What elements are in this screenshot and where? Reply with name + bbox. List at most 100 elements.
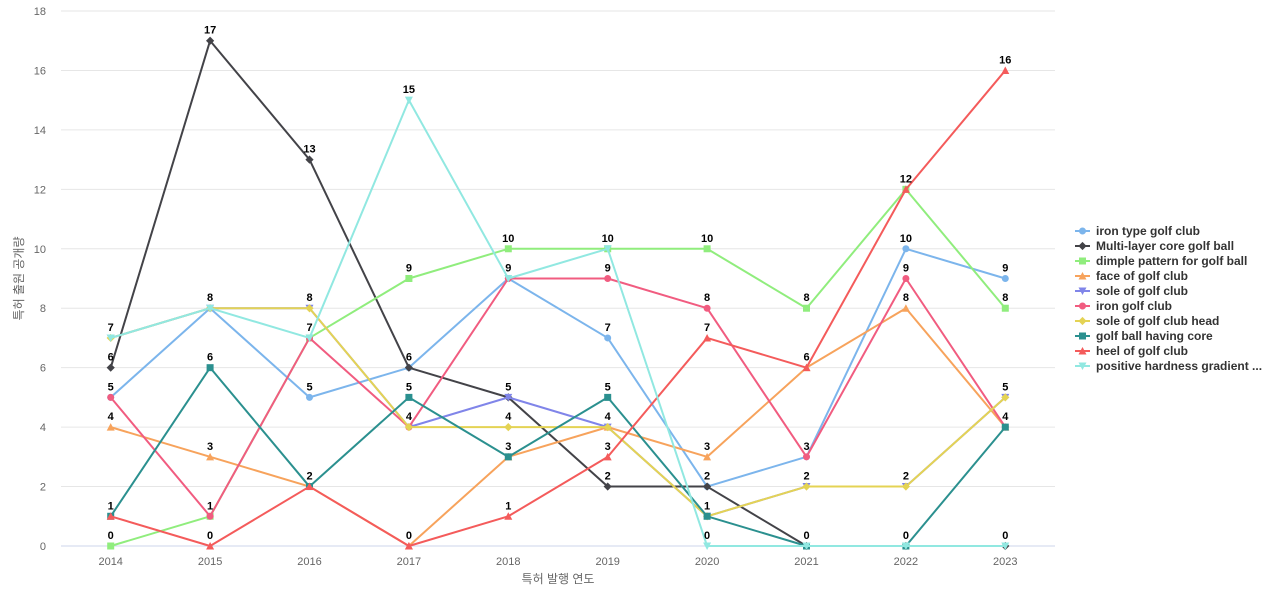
legend-item[interactable]: sole of golf club head — [1075, 314, 1219, 328]
data-point — [803, 304, 810, 312]
data-label: 7 — [108, 322, 114, 334]
legend-label: golf ball having core — [1096, 329, 1213, 343]
legend-marker — [1079, 227, 1086, 235]
legend-item[interactable]: face of golf club — [1075, 269, 1188, 283]
data-label: 6 — [108, 352, 114, 364]
data-label: 5 — [108, 381, 114, 393]
data-point — [1001, 66, 1010, 74]
data-label: 1 — [207, 500, 213, 512]
data-label: 8 — [803, 292, 809, 304]
data-label: 8 — [1002, 292, 1008, 304]
data-label: 8 — [207, 292, 213, 304]
data-point — [1001, 423, 1009, 431]
legend-label: iron type golf club — [1096, 224, 1200, 238]
legend-item[interactable]: iron type golf club — [1075, 224, 1200, 238]
data-label: 5 — [505, 381, 511, 393]
data-point — [106, 512, 115, 520]
data-point — [404, 363, 413, 372]
data-label: 6 — [207, 352, 213, 364]
data-point — [306, 393, 313, 401]
data-label: 17 — [204, 25, 216, 37]
legend-item[interactable]: iron golf club — [1075, 299, 1172, 313]
data-point — [504, 393, 513, 402]
data-label: 3 — [207, 441, 213, 453]
data-label: 0 — [207, 530, 213, 542]
x-tick-label: 2020 — [695, 556, 719, 568]
data-point — [901, 185, 910, 193]
series-9 — [106, 96, 1010, 550]
data-label: 4 — [1002, 411, 1009, 423]
x-tick-label: 2018 — [496, 556, 520, 568]
data-point — [404, 542, 413, 550]
data-label: 9 — [605, 263, 611, 275]
data-point — [1001, 275, 1009, 282]
data-label: 0 — [406, 530, 412, 542]
legend-item[interactable]: golf ball having core — [1075, 329, 1213, 343]
data-point — [703, 333, 712, 342]
legend-item[interactable]: sole of golf club — [1075, 284, 1188, 298]
data-point — [703, 304, 711, 312]
data-point — [803, 453, 810, 461]
y-tick-label: 14 — [34, 125, 46, 137]
data-point — [1001, 393, 1010, 402]
legend-marker — [1078, 272, 1087, 280]
data-point — [603, 245, 612, 253]
data-label: 9 — [505, 263, 511, 275]
x-tick-label: 2014 — [98, 556, 122, 568]
data-label: 8 — [903, 292, 909, 304]
data-label: 1 — [108, 500, 114, 512]
x-tick-label: 2019 — [595, 556, 619, 568]
x-tick-label: 2022 — [894, 556, 918, 568]
data-label: 10 — [502, 233, 514, 245]
data-label: 0 — [903, 530, 909, 542]
data-point — [206, 542, 215, 550]
data-point — [107, 393, 115, 401]
data-label: 16 — [999, 54, 1011, 66]
y-tick-label: 6 — [40, 363, 46, 375]
data-labels: 7654101786310138752159654010954311097543… — [108, 25, 1012, 542]
data-label: 5 — [406, 381, 412, 393]
data-point — [703, 482, 712, 491]
legend-item[interactable]: dimple pattern for golf ball — [1075, 254, 1247, 268]
data-label: 9 — [1002, 263, 1008, 275]
legend-marker — [1078, 362, 1087, 370]
y-tick-label: 2 — [40, 482, 46, 494]
legend-marker — [1079, 257, 1086, 265]
data-label: 7 — [704, 322, 710, 334]
data-point — [802, 542, 811, 550]
data-point — [603, 452, 612, 461]
data-point — [107, 542, 115, 550]
data-label: 4 — [505, 411, 512, 423]
y-tick-label: 18 — [34, 6, 46, 18]
data-label: 2 — [903, 471, 909, 483]
legend-item[interactable]: Multi-layer core golf ball — [1075, 239, 1234, 253]
data-point — [902, 245, 910, 253]
data-label: 3 — [605, 441, 611, 453]
data-point — [504, 453, 512, 461]
legend-marker — [1079, 332, 1086, 340]
data-point — [604, 334, 612, 342]
data-point — [305, 334, 314, 342]
x-axis-title: 특허 발행 연도 — [522, 571, 595, 586]
data-label: 1 — [704, 500, 710, 512]
data-label: 1 — [505, 500, 511, 512]
legend-item[interactable]: positive hardness gradient ... — [1075, 359, 1262, 373]
data-point — [504, 512, 513, 520]
data-label: 10 — [900, 233, 912, 245]
series-line — [109, 247, 1007, 488]
data-point — [206, 36, 215, 45]
y-tick-label: 12 — [34, 184, 46, 196]
data-label: 12 — [900, 173, 912, 185]
series-line — [109, 69, 1007, 547]
legend-item[interactable]: heel of golf club — [1075, 344, 1188, 358]
legend-label: sole of golf club head — [1096, 314, 1219, 328]
legend-label: dimple pattern for golf ball — [1096, 254, 1247, 268]
data-label: 3 — [505, 441, 511, 453]
data-point — [504, 423, 513, 432]
series-lines — [106, 36, 1010, 551]
data-point — [305, 155, 314, 164]
data-point — [901, 542, 910, 550]
data-point — [106, 363, 115, 372]
